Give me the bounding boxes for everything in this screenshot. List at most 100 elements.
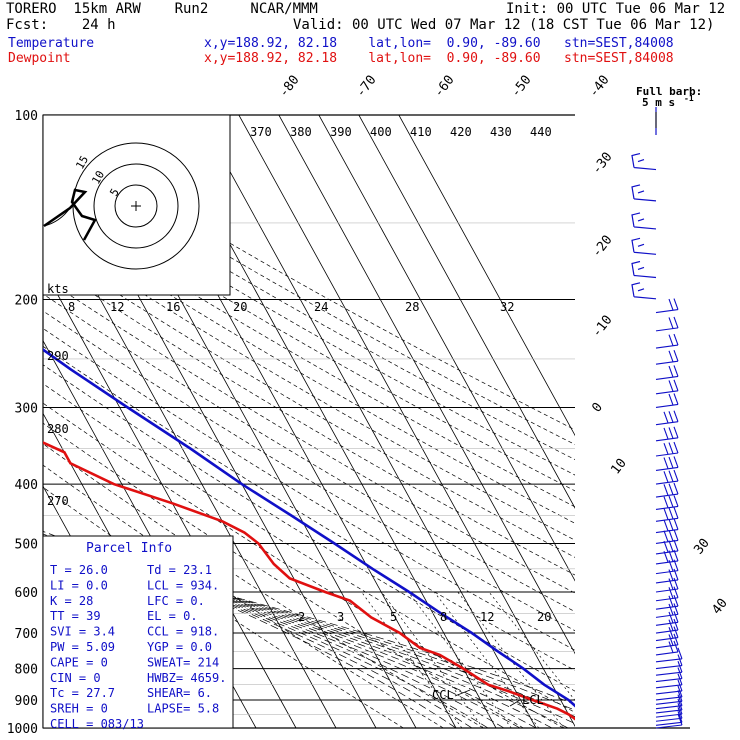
barb-flag: [668, 619, 674, 631]
barb-staff: [655, 344, 679, 349]
wind-barb: [631, 282, 657, 300]
barb-staff: [655, 375, 679, 380]
barb-flag: [673, 626, 679, 638]
barb-staff: [655, 480, 679, 485]
barb-flag: [663, 530, 669, 542]
barb-flag: [663, 496, 669, 508]
barb-flag: [677, 654, 683, 666]
parcel-info-title: Parcel Info: [86, 541, 172, 556]
barb-staff: [655, 505, 679, 510]
barb-flag: [668, 529, 674, 542]
barb-flag: [668, 519, 674, 531]
wind-barb: [655, 316, 679, 332]
isotherm-label: 30: [691, 536, 712, 558]
barb-flag: [668, 470, 674, 482]
wind-barb: [655, 673, 683, 689]
barb-staff: [655, 705, 683, 710]
wind-barb: [655, 441, 679, 457]
model-title: TORERO 15km ARW Run2 NCAR/MMM: [6, 1, 318, 17]
barb-flag: [677, 698, 683, 711]
parcel-info-frame: [42, 535, 234, 729]
barb-staff: [655, 696, 683, 701]
isotherm-label: 10: [608, 456, 629, 478]
barb-flag: [663, 550, 669, 563]
barb-flag: [677, 707, 683, 719]
barb-flag: [663, 484, 669, 496]
barb-staff: [655, 700, 683, 705]
barb-flag: [673, 539, 679, 552]
wind-barb: [655, 469, 679, 485]
barb-flag: [668, 483, 674, 495]
theta-label: 290: [47, 349, 69, 363]
parcel-info-value: CAPE = 0: [50, 655, 108, 669]
barb-shape: [631, 212, 657, 230]
parcel-info-value: PW = 5.09: [50, 640, 115, 654]
pressure-label: 700: [15, 627, 38, 642]
barb-shape: [631, 282, 657, 300]
barb-flag: [668, 626, 674, 639]
barb-staff: [655, 717, 683, 722]
wind-barb: [655, 603, 679, 618]
wind-barb: [655, 410, 679, 426]
parcel-info-value: LCL = 934.: [147, 578, 219, 592]
barb-flag: [668, 442, 674, 454]
barb-flag: [668, 540, 674, 552]
barb-staff: [655, 308, 679, 314]
parcel-info-value: LAPSE= 5.8: [147, 702, 219, 716]
isotherm-line: [278, 115, 575, 655]
barb-staff: [655, 724, 683, 729]
isotherm-label: 0: [589, 400, 606, 415]
barb-shape: [631, 152, 657, 171]
mixing-ratio-line: [361, 591, 463, 728]
pressure-label: 800: [15, 663, 38, 678]
barb-flag: [673, 549, 679, 562]
parcel-info-value: T = 26.0: [50, 563, 108, 577]
barb-flag: [673, 618, 679, 631]
barb-flag: [668, 634, 674, 646]
temperature-legend: Temperature: [8, 36, 95, 51]
ccl-label: CCL: [432, 688, 454, 702]
mixing-ratio-label: 12: [480, 610, 494, 624]
barb-flag: [668, 550, 674, 562]
barb-staff: [655, 671, 683, 676]
parcel-info-value: CCL = 918.: [147, 625, 219, 639]
barb-flag: [668, 495, 674, 508]
barb-flag: [673, 586, 679, 598]
wind-barb: [655, 611, 679, 626]
dewpoint-legend: Dewpoint: [8, 51, 71, 66]
parcel-info-box: Parcel Info T = 26.0 Td = 23.1 LI = 0.0 LCL …: [42, 535, 234, 731]
parcel-info-value: SVI = 3.4: [50, 625, 115, 639]
valid-time: Valid: 00 UTC Wed 07 Mar 12 (18 CST Tue …: [293, 17, 715, 33]
hodograph-trace: [43, 188, 97, 241]
wind-barb: [655, 618, 679, 634]
barb-staff: [655, 665, 683, 670]
barb-staff: [655, 709, 683, 714]
barb-staff: [655, 360, 679, 365]
barb-flag: [663, 540, 669, 553]
barb-staff: [655, 452, 679, 457]
barb-flag: [673, 518, 679, 530]
mixing-ratio-label: 20: [537, 610, 551, 624]
theta-e-label: 440: [530, 125, 552, 139]
wind-barb: [655, 495, 679, 510]
barb-flag: [663, 443, 669, 455]
barb-flag: [668, 411, 674, 423]
barb-legend-units: 5 m s: [642, 96, 675, 109]
wind-barb: [655, 660, 683, 676]
barb-flag: [673, 379, 679, 392]
barb-staff: [655, 403, 679, 409]
barb-flag: [668, 507, 674, 520]
barb-shape: [631, 260, 657, 279]
barb-flag: [673, 559, 679, 571]
barb-flag: [677, 679, 683, 692]
barb-staff: [655, 605, 679, 610]
barb-staff: [655, 678, 683, 683]
ccl-marker: [454, 689, 471, 697]
isotherm-label: -50: [508, 73, 534, 101]
barb-flag: [673, 577, 679, 590]
barb-flag: [668, 456, 674, 469]
barb-flag: [673, 456, 679, 468]
wind-barb: [631, 152, 657, 171]
theta-e-label: 380: [290, 125, 312, 139]
